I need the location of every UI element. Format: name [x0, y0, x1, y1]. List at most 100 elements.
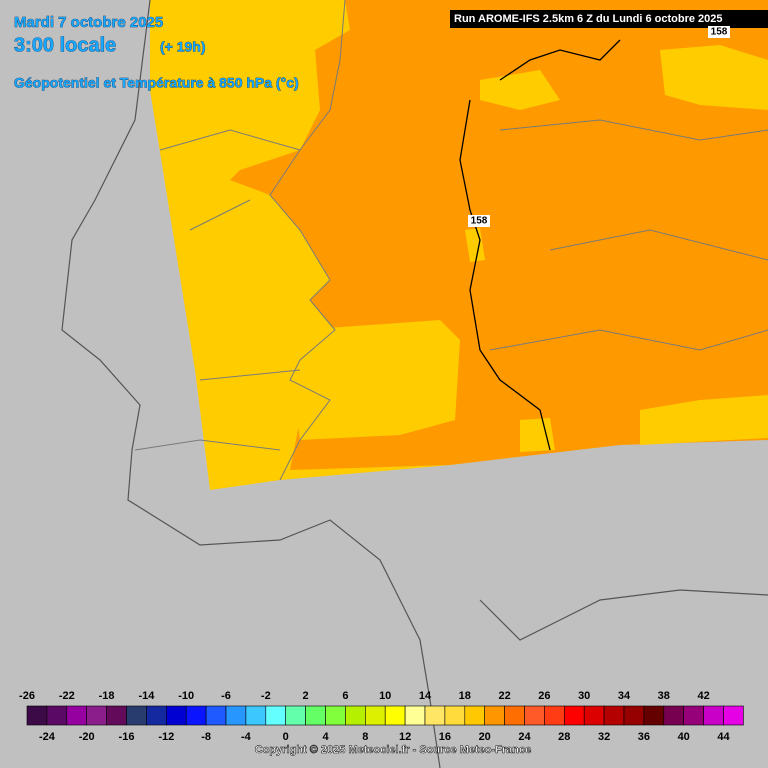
legend-label: 8: [362, 731, 368, 743]
legend-label: 22: [498, 690, 510, 702]
legend-swatch: [484, 705, 505, 726]
legend-label: 12: [399, 731, 411, 743]
legend-swatch: [364, 705, 386, 726]
coast-west: [61, 0, 441, 768]
legend-swatch: [703, 705, 724, 726]
legend-swatch: [384, 705, 406, 726]
coast-africa: [479, 589, 768, 641]
region-line: [269, 0, 346, 481]
legend-swatch: [146, 705, 167, 726]
legend-swatch: [225, 705, 247, 726]
legend-label: -6: [221, 690, 231, 702]
legend-label: 20: [479, 731, 491, 743]
lead-time: (+ 19h): [160, 39, 206, 55]
region-line: [489, 119, 768, 351]
legend-label: -22: [59, 690, 75, 702]
legend-label: -18: [99, 690, 115, 702]
legend-label: 32: [598, 731, 610, 743]
regions: [134, 0, 768, 481]
temperature-zone: [520, 418, 555, 452]
legend-swatch: [46, 705, 68, 726]
legend-swatch: [285, 705, 306, 726]
legend-label: 10: [379, 690, 391, 702]
legend-label: 38: [658, 690, 670, 702]
legend-label: 40: [678, 731, 690, 743]
temperature-zone: [295, 320, 460, 440]
legend-label: 6: [342, 690, 348, 702]
contour-label: 158: [711, 27, 728, 38]
border-line: [459, 99, 551, 451]
field-name: Géopotentiel et Température à 850 hPa (°…: [14, 75, 299, 91]
legend-swatch: [345, 705, 366, 726]
legend-label: 2: [303, 690, 309, 702]
legend-swatch: [325, 705, 346, 726]
legend-swatch: [524, 705, 545, 726]
legend-label: -8: [201, 731, 211, 743]
legend-label: 42: [697, 690, 709, 702]
legend-swatch: [126, 705, 147, 726]
temperature-zone: [465, 228, 485, 262]
legend-label: 34: [618, 690, 631, 702]
legend-label: -24: [39, 731, 56, 743]
legend-swatch: [424, 705, 446, 726]
contour-label: 158: [471, 216, 488, 227]
run-label: Run AROME-IFS 2.5km 6 Z du Lundi 6 octob…: [454, 13, 723, 25]
run-box: [450, 10, 768, 28]
legend-swatch: [166, 705, 187, 726]
legend-swatch: [86, 705, 107, 726]
legend-label: 18: [459, 690, 471, 702]
legend-swatch: [305, 705, 326, 726]
legend-label: 14: [419, 690, 432, 702]
legend-swatch: [603, 705, 625, 726]
legend-swatch: [563, 705, 585, 726]
contour-label-box: [708, 26, 730, 38]
legend: -26-24-22-20-18-16-14-12-10-8-6-4-202468…: [19, 690, 744, 743]
legend-label: -26: [19, 690, 35, 702]
legend-label: 16: [439, 731, 451, 743]
legend-swatch: [66, 705, 88, 726]
border: [459, 39, 621, 451]
legend-swatch: [723, 705, 744, 726]
legend-swatch: [185, 705, 207, 726]
legend-swatch: [504, 705, 525, 726]
legend-swatch: [663, 705, 684, 726]
legend-swatch: [265, 705, 286, 726]
border-line: [499, 39, 621, 81]
legend-label: -14: [138, 690, 155, 702]
legend-label: -2: [261, 690, 271, 702]
legend-swatch: [623, 705, 645, 726]
legend-label: 44: [717, 731, 730, 743]
legend-swatch: [683, 705, 704, 726]
legend-swatch: [106, 705, 127, 726]
date: Mardi 7 octobre 2025: [14, 14, 163, 31]
legend-label: 26: [538, 690, 550, 702]
legend-label: -20: [79, 731, 95, 743]
legend-swatch: [245, 705, 267, 726]
legend-swatch: [544, 705, 565, 726]
legend-swatch: [444, 705, 466, 726]
legend-label: -12: [158, 731, 174, 743]
region-line: [134, 129, 301, 451]
copyright: Copyright © 2025 Meteociel.fr - Source M…: [255, 744, 531, 756]
legend-swatch: [464, 705, 485, 726]
contour-label-box: [468, 215, 490, 227]
legend-label: 30: [578, 690, 590, 702]
time: 3:00 locale: [14, 34, 116, 56]
legend-label: -10: [178, 690, 194, 702]
legend-swatch: [205, 705, 227, 726]
legend-swatch: [583, 705, 605, 726]
legend-label: 36: [638, 731, 650, 743]
legend-swatch: [26, 705, 48, 726]
legend-label: 4: [322, 731, 329, 743]
temperature-zone: [640, 395, 768, 445]
legend-label: 24: [518, 731, 531, 743]
legend-label: -4: [241, 731, 252, 743]
legend-label: -16: [119, 731, 135, 743]
temperature-zone: [660, 45, 768, 110]
legend-swatch: [404, 705, 426, 726]
coastline: [61, 0, 768, 768]
legend-label: 0: [283, 731, 289, 743]
legend-label: 28: [558, 731, 570, 743]
legend-swatch: [643, 705, 665, 726]
